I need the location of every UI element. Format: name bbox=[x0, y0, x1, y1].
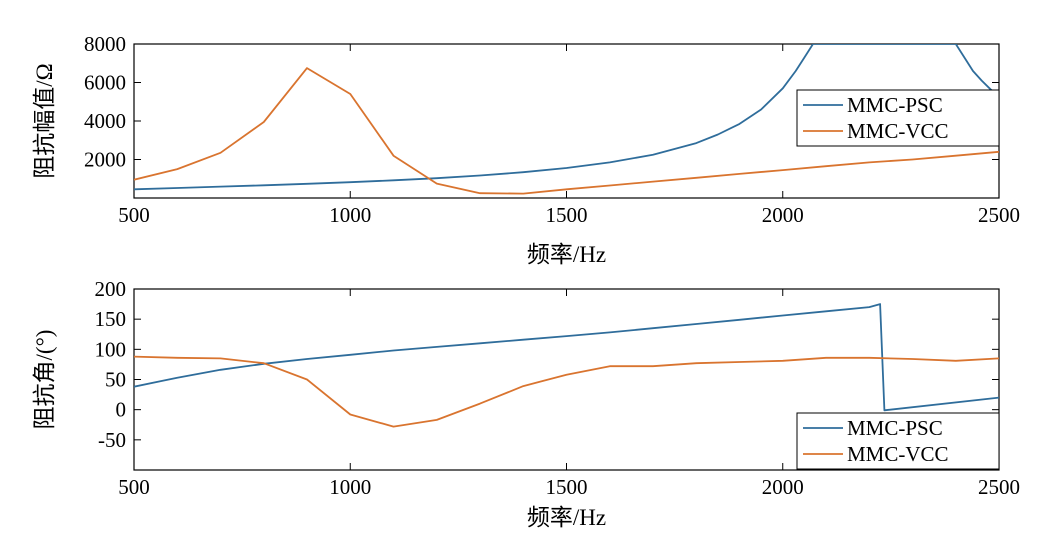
magnitude-panel: 500 1000 1500 2000 2500 2000 4000 6000 8000 频率/Hz… bbox=[32, 32, 1020, 267]
y-tick-label: 150 bbox=[95, 307, 127, 331]
y-tick-label: 4000 bbox=[84, 109, 126, 133]
x-tick-label: 2000 bbox=[762, 203, 804, 227]
legend-label: MMC-PSC bbox=[847, 416, 943, 440]
legend-label: MMC-VCC bbox=[847, 442, 949, 466]
y-tick-label: 50 bbox=[105, 368, 126, 392]
y-tick-label: 8000 bbox=[84, 32, 126, 56]
y-tick-label: 100 bbox=[95, 337, 127, 361]
phase-panel: 500 1000 1500 2000 2500 -50 0 50 100 150 200 频率/Hz 阻… bbox=[32, 277, 1020, 530]
x-tick-label: 1500 bbox=[546, 475, 588, 499]
x-axis-label: 频率/Hz bbox=[527, 505, 606, 530]
series-line-mmc-psc bbox=[134, 303, 999, 412]
series-line-mmc-psc bbox=[134, 44, 999, 191]
x-axis-label: 频率/Hz bbox=[527, 242, 606, 267]
x-tick-label: 1000 bbox=[329, 475, 371, 499]
y-tick-label: 6000 bbox=[84, 71, 126, 95]
legend-box bbox=[796, 412, 1000, 470]
x-tick-label: 2500 bbox=[978, 475, 1020, 499]
x-tick-label: 2000 bbox=[762, 475, 804, 499]
x-tick-label: 1500 bbox=[546, 203, 588, 227]
y-tick-label: 2000 bbox=[84, 148, 126, 172]
x-tick-label: 1000 bbox=[329, 203, 371, 227]
legend-box bbox=[796, 89, 1000, 147]
x-tick-label: 500 bbox=[118, 475, 150, 499]
x-tick-label: 2500 bbox=[978, 203, 1020, 227]
y-tick-label: -50 bbox=[98, 428, 126, 452]
x-tick-label: 500 bbox=[118, 203, 150, 227]
y-axis-label: 阻抗幅值/Ω bbox=[32, 63, 57, 178]
y-tick-label: 200 bbox=[95, 277, 127, 301]
legend-label: MMC-PSC bbox=[847, 93, 943, 117]
y-tick-label: 0 bbox=[116, 398, 127, 422]
y-axis-label: 阻抗角/(°) bbox=[32, 330, 57, 430]
legend-label: MMC-VCC bbox=[847, 119, 949, 143]
series-line-mmc-vcc bbox=[134, 355, 999, 428]
series-line-mmc-vcc bbox=[134, 67, 999, 195]
